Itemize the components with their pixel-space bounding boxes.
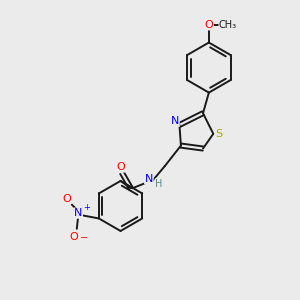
Text: N: N xyxy=(145,174,153,184)
Text: N: N xyxy=(74,208,82,218)
Text: O: O xyxy=(62,194,71,204)
Text: H: H xyxy=(155,179,163,189)
Text: +: + xyxy=(83,203,90,212)
Text: CH₃: CH₃ xyxy=(219,20,237,30)
Text: O: O xyxy=(70,232,78,242)
Text: O: O xyxy=(205,20,213,30)
Text: −: − xyxy=(80,233,88,243)
Text: O: O xyxy=(116,162,125,172)
Text: N: N xyxy=(171,116,179,126)
Text: S: S xyxy=(215,129,222,139)
